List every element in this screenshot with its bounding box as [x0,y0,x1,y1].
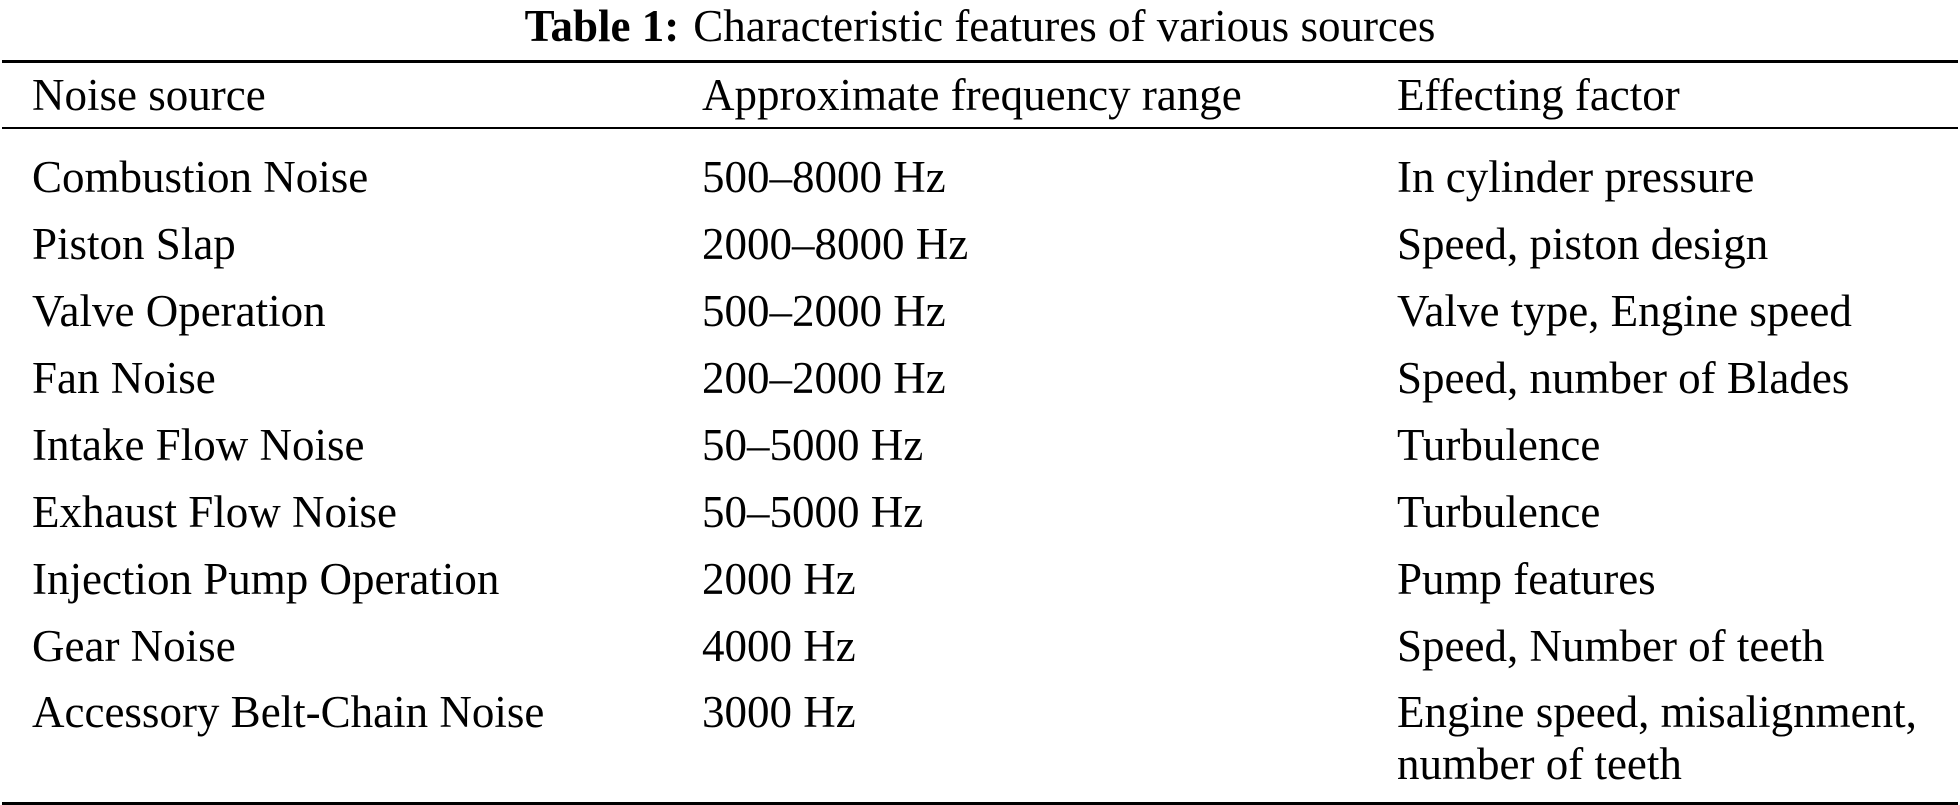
cell-frequency-range: 2000 Hz [702,553,856,604]
table-caption: Table 1: Characteristic features of vario… [0,0,1960,60]
cell-effecting-factor: Turbulence [1397,419,1601,470]
table-row: Valve Operation 500–2000 Hz Valve type, … [2,277,1958,344]
cell-noise-source: Injection Pump Operation [32,553,500,604]
cell-noise-source: Gear Noise [32,620,236,671]
column-header-effecting-factor: Effecting factor [1397,61,1958,129]
cell-effecting-factor: Speed, number of Blades [1397,352,1850,403]
column-header-frequency-range: Approximate frequency range [702,61,1397,129]
cell-frequency-range: 500–2000 Hz [702,285,946,336]
cell-frequency-range: 50–5000 Hz [702,419,924,470]
table-header: Noise source Approximate frequency range… [2,61,1958,129]
noise-sources-table: Noise source Approximate frequency range… [2,60,1958,805]
caption-label: Table 1: [524,1,680,51]
cell-frequency-range: 500–8000 Hz [702,151,946,202]
cell-frequency-range: 4000 Hz [702,620,856,671]
cell-effecting-factor: Speed, Number of teeth [1397,620,1825,671]
table-row: Combustion Noise 500–8000 Hz In cylinder… [2,128,1958,210]
cell-noise-source: Combustion Noise [32,151,369,202]
cell-frequency-range: 3000 Hz [702,687,856,737]
table-row: Intake Flow Noise 50–5000 Hz Turbulence [2,411,1958,478]
cell-noise-source: Valve Operation [32,285,326,336]
table-body: Combustion Noise 500–8000 Hz In cylinder… [2,128,1958,804]
cell-effecting-factor: Pump features [1397,553,1656,604]
cell-effecting-factor: Engine speed, misalignment, number of te… [1397,687,1917,789]
cell-noise-source: Accessory Belt-Chain Noise [32,687,545,737]
table-row: Accessory Belt-Chain Noise 3000 Hz Engin… [2,679,1958,804]
cell-noise-source: Intake Flow Noise [32,419,365,470]
table-row: Gear Noise 4000 Hz Speed, Number of teet… [2,612,1958,679]
cell-effecting-factor: Speed, piston design [1397,218,1769,269]
column-header-noise-source: Noise source [2,61,702,129]
caption-text: Characteristic features of various sourc… [693,1,1436,51]
cell-noise-source: Fan Noise [32,352,216,403]
cell-effecting-factor: Turbulence [1397,486,1601,537]
table-row: Exhaust Flow Noise 50–5000 Hz Turbulence [2,478,1958,545]
cell-effecting-factor: Valve type, Engine speed [1397,285,1852,336]
cell-noise-source: Exhaust Flow Noise [32,486,397,537]
table-row: Piston Slap 2000–8000 Hz Speed, piston d… [2,210,1958,277]
cell-frequency-range: 50–5000 Hz [702,486,924,537]
cell-effecting-factor: In cylinder pressure [1397,151,1755,202]
table-row: Fan Noise 200–2000 Hz Speed, number of B… [2,344,1958,411]
table-row: Injection Pump Operation 2000 Hz Pump fe… [2,545,1958,612]
cell-frequency-range: 2000–8000 Hz [702,218,969,269]
cell-frequency-range: 200–2000 Hz [702,352,946,403]
header-row: Noise source Approximate frequency range… [2,61,1958,129]
cell-noise-source: Piston Slap [32,218,236,269]
